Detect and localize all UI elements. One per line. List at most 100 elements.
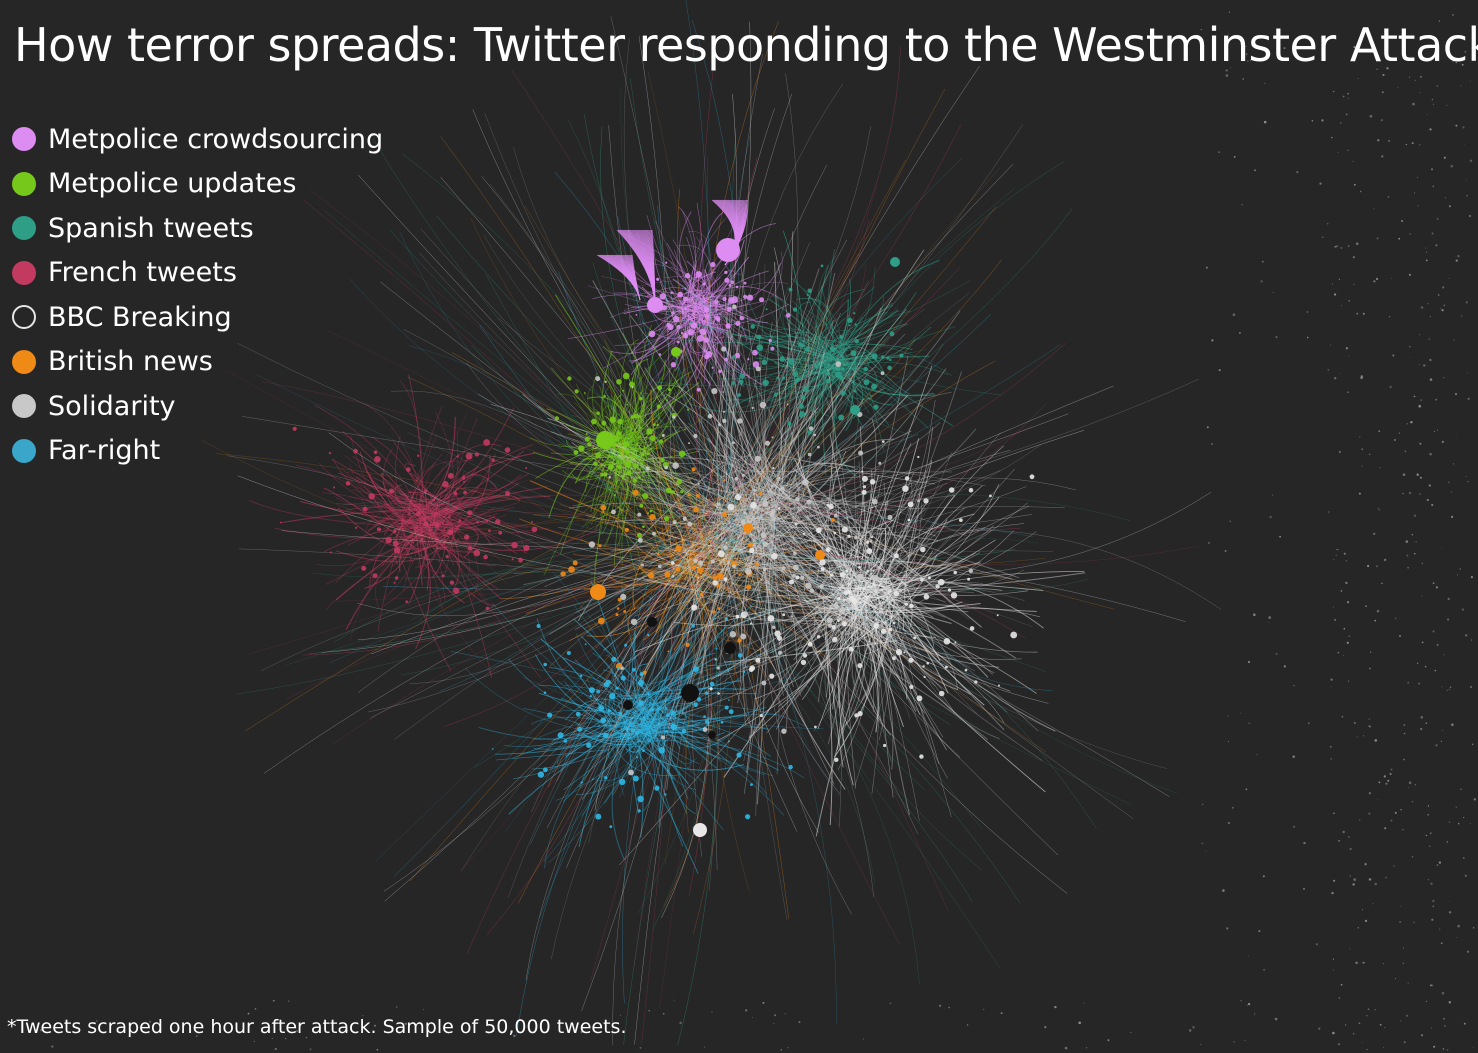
background-speck (1340, 983, 1343, 986)
background-speck (1448, 205, 1451, 208)
graph-node (560, 571, 566, 577)
background-speck (1442, 286, 1445, 289)
background-speck (1427, 879, 1429, 881)
background-speck (1335, 245, 1339, 248)
background-speck (1448, 821, 1451, 823)
graph-node (474, 452, 479, 457)
background-speck (1233, 156, 1236, 158)
graph-node (735, 614, 740, 619)
background-speck (254, 1008, 257, 1010)
graph-node (368, 493, 375, 500)
graph-node (485, 606, 490, 611)
background-speck (1260, 280, 1263, 283)
legend-dot-metpolice-crowdsourcing (12, 127, 36, 152)
background-speck (1438, 20, 1441, 22)
graph-node (762, 501, 769, 508)
graph-node (675, 566, 681, 572)
background-speck (1201, 842, 1204, 845)
background-speck (1431, 503, 1434, 507)
graph-node (638, 475, 641, 479)
graph-node (888, 627, 893, 632)
graph-node (761, 359, 767, 365)
background-speck (1429, 128, 1432, 131)
graph-node (687, 521, 693, 527)
background-speck (1460, 85, 1462, 87)
graph-node (735, 285, 739, 289)
background-speck (1408, 491, 1412, 495)
graph-node (649, 509, 653, 513)
background-speck (1341, 715, 1344, 718)
background-speck (1408, 781, 1412, 784)
graph-node (828, 386, 831, 389)
background-speck (1414, 784, 1416, 786)
background-speck (1404, 450, 1407, 453)
graph-node (874, 358, 877, 361)
background-speck (224, 1030, 226, 1032)
background-speck (1407, 681, 1409, 684)
graph-node (691, 604, 698, 611)
background-speck (1306, 336, 1309, 339)
graph-node (802, 653, 808, 658)
background-speck (1400, 808, 1402, 811)
background-speck (966, 1024, 969, 1026)
graph-node (677, 291, 684, 298)
background-speck (1442, 1048, 1445, 1050)
graph-node (637, 795, 644, 803)
graph-node (845, 569, 849, 573)
background-speck (1418, 364, 1420, 365)
graph-node (854, 713, 859, 718)
graph-node (467, 545, 473, 551)
graph-node (445, 555, 449, 559)
background-speck (704, 1046, 705, 1048)
background-speck (1225, 74, 1229, 77)
graph-node (926, 661, 929, 665)
graph-node (807, 641, 813, 647)
background-speck (1434, 669, 1437, 672)
graph-node (671, 561, 675, 565)
background-speck (1321, 119, 1324, 122)
graph-node (456, 455, 459, 458)
background-speck (1413, 921, 1415, 924)
background-speck (662, 1013, 665, 1015)
graph-node (764, 440, 771, 446)
background-speck (1334, 618, 1337, 622)
legend-item-french-tweets: French tweets (12, 251, 383, 296)
graph-node (728, 709, 734, 715)
background-speck (1308, 722, 1310, 724)
graph-node (861, 489, 867, 495)
graph-node (727, 503, 735, 511)
graph-node (854, 339, 859, 344)
graph-node (416, 511, 420, 516)
background-speck (1381, 91, 1384, 94)
graph-node (724, 277, 730, 283)
graph-node (691, 565, 696, 570)
background-speck (1444, 1025, 1446, 1027)
graph-node (869, 539, 873, 543)
graph-node (806, 293, 809, 296)
graph-node (530, 521, 533, 523)
graph-node (763, 568, 767, 572)
background-speck (1452, 59, 1455, 63)
graph-node (621, 476, 625, 479)
background-speck (1247, 660, 1251, 664)
graph-node (893, 590, 900, 597)
graph-node (722, 511, 728, 518)
background-speck (1240, 1000, 1242, 1002)
graph-node (607, 709, 611, 713)
graph-node (731, 441, 735, 445)
background-speck (1473, 798, 1477, 801)
background-speck (1407, 566, 1409, 569)
graph-node (717, 572, 724, 580)
background-speck (1246, 1004, 1248, 1006)
graph-node (626, 470, 632, 476)
background-speck (1403, 724, 1406, 726)
background-speck (1353, 283, 1355, 285)
background-speck (1411, 142, 1414, 145)
background-speck (1382, 73, 1385, 77)
graph-node (600, 717, 607, 724)
background-speck (1457, 822, 1460, 825)
graph-node (412, 541, 414, 544)
graph-node (974, 680, 978, 684)
graph-node (846, 611, 850, 615)
graph-node (417, 454, 420, 457)
